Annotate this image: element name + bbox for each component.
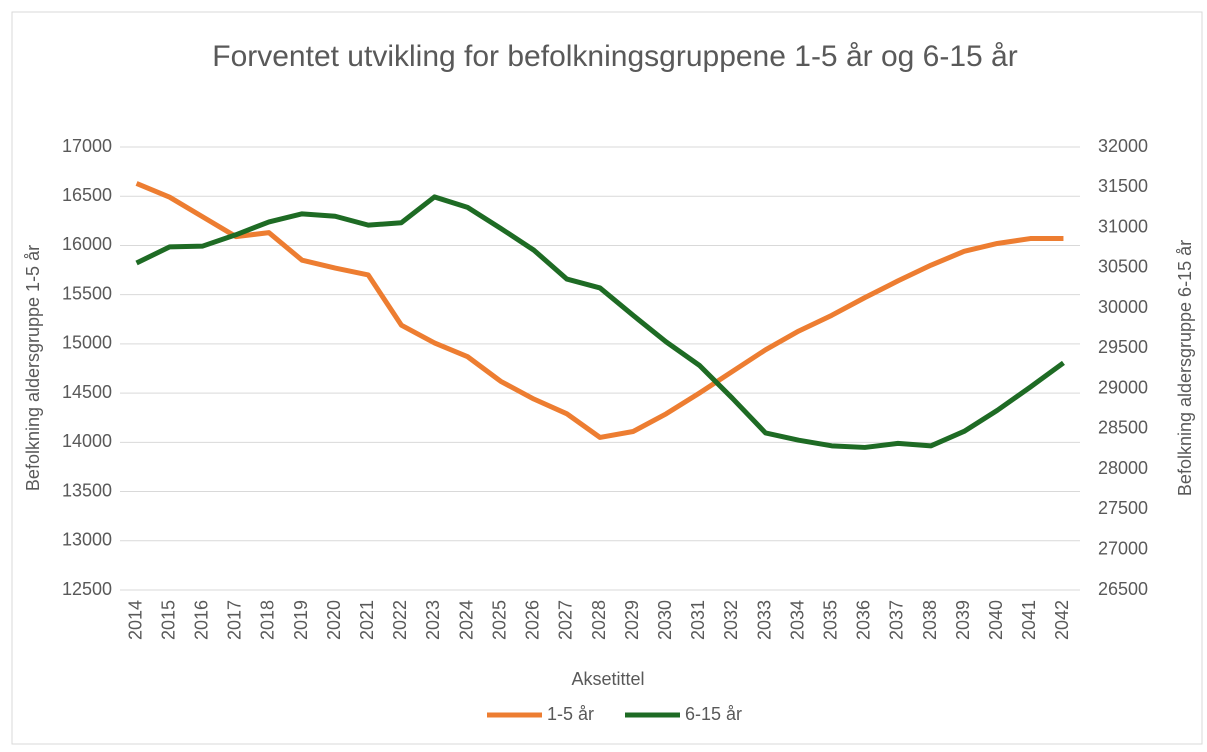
x-tick-label: 2040 — [986, 600, 1006, 640]
x-axis-title: Aksetittel — [571, 669, 644, 689]
x-tick-label: 2032 — [721, 600, 741, 640]
x-tick-label: 2014 — [125, 600, 145, 640]
x-tick-label: 2039 — [953, 600, 973, 640]
x-tick-label: 2038 — [920, 600, 940, 640]
x-tick-label: 2028 — [589, 600, 609, 640]
chart-frame — [11, 11, 1203, 745]
x-tick-label: 2017 — [225, 600, 245, 640]
series-line — [135, 194, 1065, 450]
chart-title: Forventet utvikling for befolkningsgrupp… — [212, 40, 1017, 73]
x-tick-label: 2025 — [489, 600, 509, 640]
y-tick-label: 14500 — [62, 382, 112, 402]
y2-tick-label: 28500 — [1098, 418, 1148, 438]
x-tick-label: 2037 — [887, 600, 907, 640]
x-tick-label: 2023 — [423, 600, 443, 640]
x-tick-label: 2024 — [456, 600, 476, 640]
y-axis-title: Befolkning aldersgruppe 1-5 år — [23, 245, 43, 491]
x-tick-label: 2029 — [622, 600, 642, 640]
x-tick-label: 2041 — [1019, 600, 1039, 640]
x-tick-label: 2031 — [688, 600, 708, 640]
y2-tick-label: 31500 — [1098, 176, 1148, 196]
x-tick-label: 2015 — [158, 600, 178, 640]
y-tick-label: 13500 — [62, 480, 112, 500]
y2-tick-label: 28000 — [1098, 458, 1148, 478]
x-tick-label: 2030 — [655, 600, 675, 640]
y-tick-label: 15000 — [62, 333, 112, 353]
y2-tick-label: 30000 — [1098, 297, 1148, 317]
x-tick-label: 2034 — [787, 600, 807, 640]
y-tick-label: 13000 — [62, 530, 112, 550]
x-tick-label: 2019 — [291, 600, 311, 640]
y-tick-label: 16000 — [62, 234, 112, 254]
y2-tick-label: 27000 — [1098, 538, 1148, 558]
y-tick-label: 17000 — [62, 136, 112, 156]
x-tick-label: 2020 — [324, 600, 344, 640]
x-tick-label: 2018 — [258, 600, 278, 640]
y-tick-label: 12500 — [62, 579, 112, 599]
x-tick-label: 2042 — [1052, 600, 1072, 640]
y2-tick-label: 29000 — [1098, 377, 1148, 397]
y2-tick-label: 30500 — [1098, 257, 1148, 277]
x-tick-label: 2033 — [754, 600, 774, 640]
y-tick-label: 16500 — [62, 185, 112, 205]
y2-axis-title: Befolkning aldersgruppe 6-15 år — [1175, 240, 1195, 496]
x-tick-label: 2016 — [192, 600, 212, 640]
x-tick-label: 2035 — [820, 600, 840, 640]
legend-label: 1-5 år — [547, 704, 594, 724]
x-tick-label: 2036 — [854, 600, 874, 640]
y2-tick-label: 32000 — [1098, 136, 1148, 156]
y2-tick-label: 27500 — [1098, 498, 1148, 518]
x-tick-label: 2026 — [523, 600, 543, 640]
y-tick-label: 14000 — [62, 431, 112, 451]
y-tick-label: 15500 — [62, 283, 112, 303]
y2-tick-label: 31000 — [1098, 216, 1148, 236]
x-tick-label: 2022 — [390, 600, 410, 640]
series-line — [135, 181, 1064, 440]
y2-tick-label: 29500 — [1098, 337, 1148, 357]
y2-tick-label: 26500 — [1098, 579, 1148, 599]
x-tick-label: 2027 — [556, 600, 576, 640]
x-tick-label: 2021 — [357, 600, 377, 640]
legend-label: 6-15 år — [685, 704, 742, 724]
